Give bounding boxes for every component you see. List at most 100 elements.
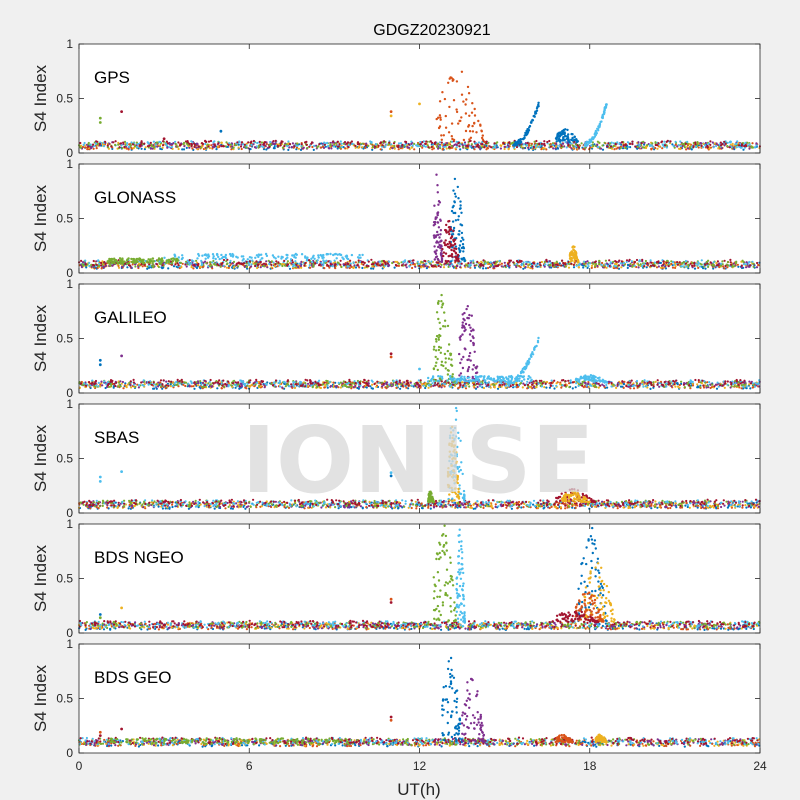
data-point (594, 260, 598, 263)
data-point (506, 146, 509, 149)
data-point (458, 119, 461, 123)
data-point (278, 264, 281, 267)
data-point (436, 191, 439, 194)
data-point (601, 261, 604, 265)
data-point (713, 142, 716, 145)
data-point (700, 144, 703, 147)
data-point (318, 143, 321, 146)
data-point (444, 252, 448, 255)
data-point (561, 259, 564, 262)
data-point (674, 265, 677, 268)
data-point (608, 264, 611, 267)
data-point (120, 144, 123, 147)
data-point (234, 386, 237, 389)
data-point (737, 265, 740, 268)
data-point (188, 146, 191, 149)
data-point (379, 141, 383, 144)
data-point (146, 261, 149, 264)
data-point (452, 244, 455, 247)
data-point (656, 147, 659, 150)
data-point (742, 148, 745, 151)
data-point (328, 147, 331, 150)
data-point (530, 120, 533, 123)
data-point (674, 385, 677, 388)
data-point (723, 386, 726, 389)
data-point (405, 266, 408, 269)
data-point (602, 265, 605, 268)
data-point (454, 195, 457, 198)
data-point (354, 144, 357, 147)
data-point (125, 147, 128, 150)
data-point (605, 104, 608, 108)
data-point (637, 141, 640, 144)
data-point (93, 267, 96, 270)
data-point (471, 130, 475, 133)
data-point (413, 148, 416, 151)
data-point (670, 385, 673, 388)
data-point (612, 260, 615, 263)
data-point (461, 143, 464, 146)
data-point (188, 385, 191, 388)
data-point (473, 107, 476, 111)
data-point (110, 257, 114, 261)
data-point (726, 145, 729, 148)
data-point (444, 239, 447, 242)
data-point (111, 264, 114, 267)
data-point (452, 189, 455, 192)
data-point (729, 263, 733, 266)
data-point (230, 148, 233, 151)
data-point (211, 147, 214, 150)
data-point (473, 140, 476, 143)
data-point (413, 142, 416, 145)
data-point (409, 381, 412, 384)
data-point (511, 386, 515, 389)
data-point (300, 143, 303, 146)
data-point (193, 387, 196, 390)
data-point (329, 144, 332, 147)
data-point (148, 144, 151, 147)
data-point (155, 263, 159, 266)
data-point (476, 145, 479, 148)
data-point (576, 144, 579, 147)
data-point (637, 264, 640, 267)
data-point (293, 255, 296, 259)
plot-area (79, 164, 760, 273)
data-point (199, 146, 202, 149)
data-point (195, 143, 198, 146)
data-point (604, 263, 607, 266)
data-point (174, 140, 177, 143)
data-point (551, 264, 555, 267)
data-point (257, 263, 260, 266)
data-point (621, 141, 624, 144)
data-point (321, 254, 325, 257)
data-point (263, 386, 266, 389)
data-point (157, 257, 161, 260)
data-point (661, 147, 664, 150)
data-point (227, 143, 230, 146)
data-point (522, 267, 525, 270)
data-point (685, 265, 688, 268)
data-point (583, 143, 586, 147)
data-point (130, 141, 133, 144)
data-point (440, 138, 443, 141)
data-point (482, 259, 485, 262)
data-point (219, 129, 223, 133)
data-point (190, 266, 193, 269)
data-point (472, 145, 475, 148)
data-point (170, 262, 173, 265)
data-point (356, 264, 359, 267)
data-point (90, 265, 93, 268)
data-point (629, 146, 632, 149)
data-point (740, 143, 744, 146)
data-point (734, 262, 738, 265)
data-point (437, 261, 440, 264)
data-point (524, 266, 527, 269)
data-point (435, 173, 438, 176)
data-point (748, 143, 751, 146)
data-point (140, 140, 143, 143)
data-point (711, 264, 714, 267)
data-point (493, 261, 496, 264)
data-point (358, 253, 361, 257)
data-point (616, 141, 619, 144)
